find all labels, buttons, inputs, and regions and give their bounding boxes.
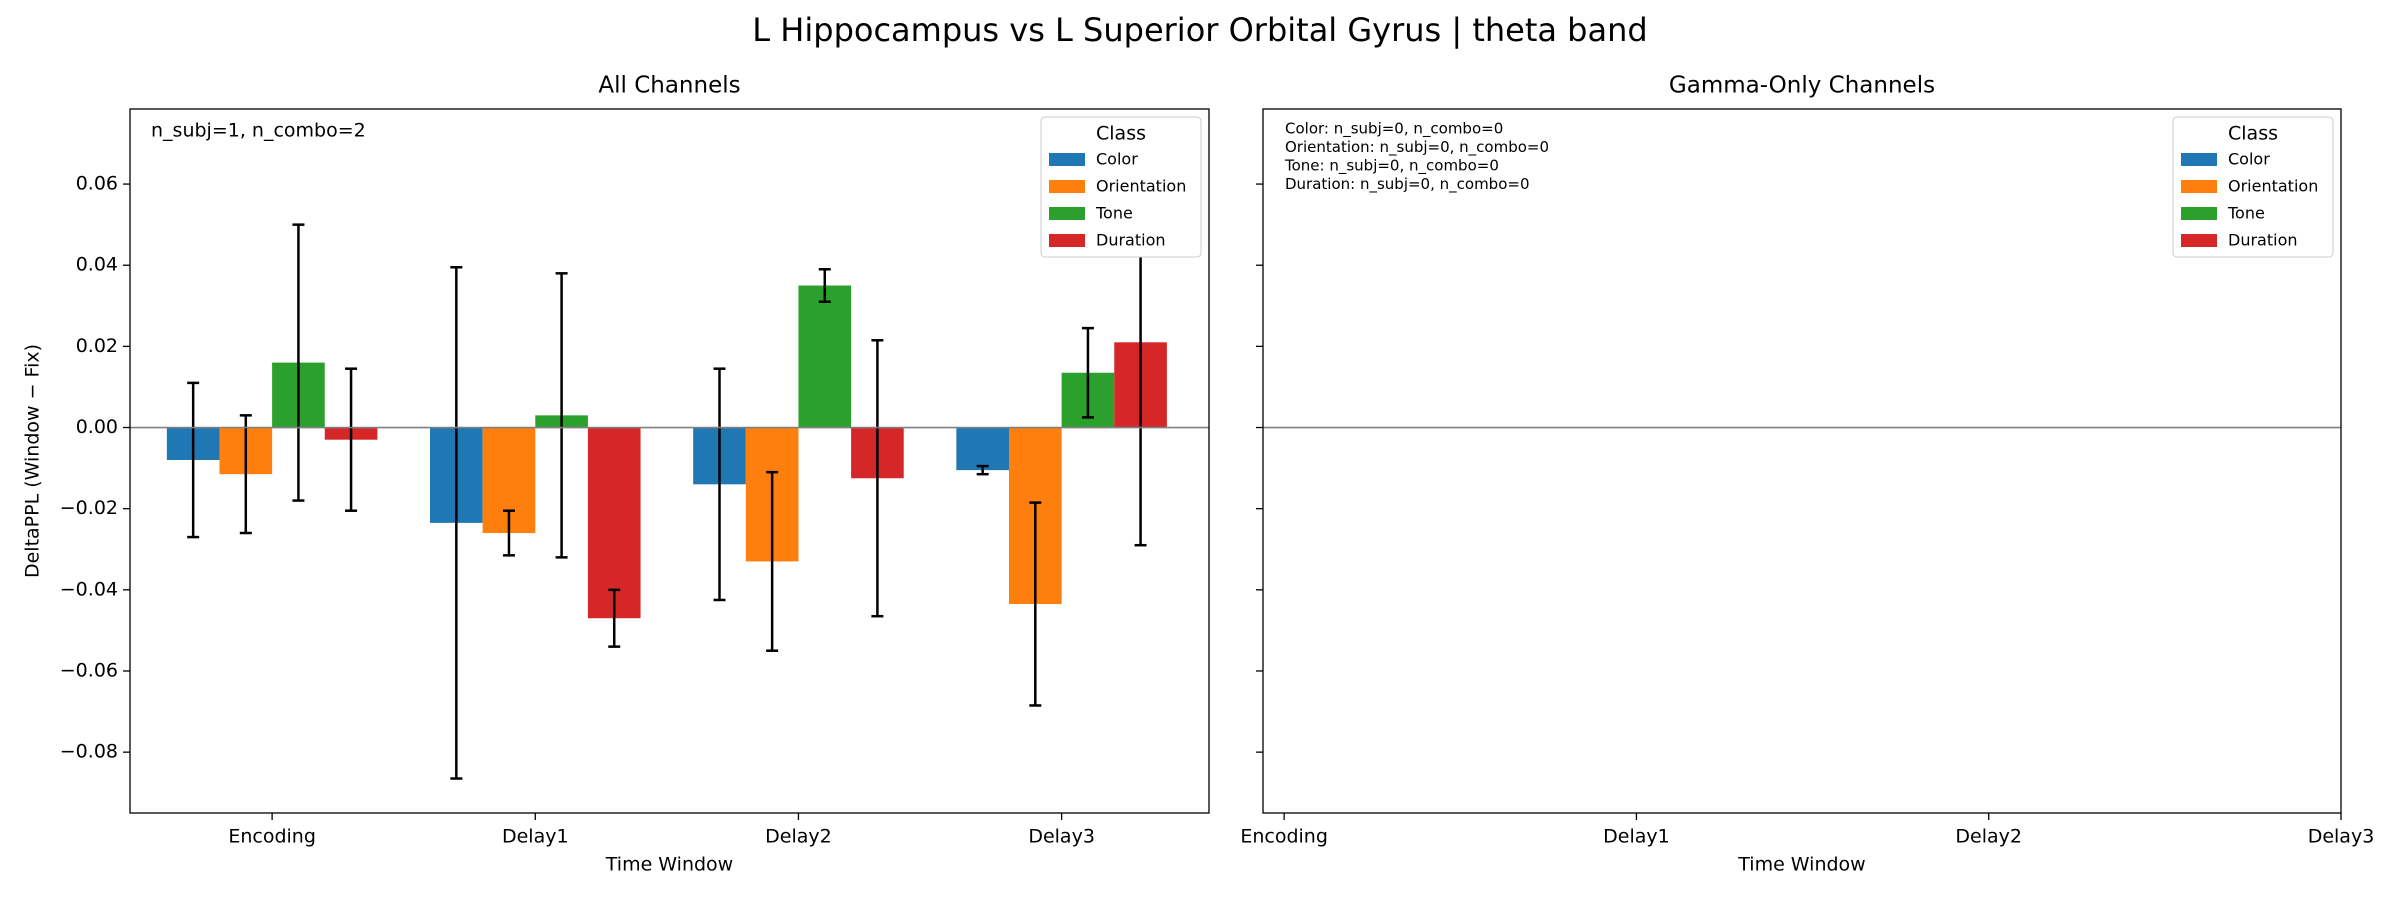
figure-title: L Hippocampus vs L Superior Orbital Gyru…	[752, 11, 1647, 49]
legend-box	[1040, 116, 1202, 258]
legend-label: Tone	[2227, 204, 2265, 223]
y-tick-label: −0.04	[60, 578, 118, 600]
y-tick-label: −0.02	[60, 497, 118, 519]
legend-label: Duration	[2228, 231, 2298, 250]
axes-title: All Channels	[598, 73, 740, 99]
x-tick-label: Encoding	[228, 826, 316, 848]
axes-frame	[129, 108, 1210, 814]
legend-label: Color	[1096, 150, 1138, 169]
x-tick-label: Delay1	[1603, 826, 1670, 848]
x-tick-label: Delay2	[1955, 826, 2022, 848]
legend-label: Color	[2228, 150, 2270, 169]
legend-label: Orientation	[2228, 177, 2318, 196]
legend-swatch	[1049, 180, 1085, 193]
x-axis-label: Time Window	[605, 854, 733, 876]
axes-frame	[1262, 108, 2342, 814]
legend-swatch	[1049, 153, 1085, 166]
x-axis-label: Time Window	[1737, 854, 1865, 876]
y-tick-label: 0.04	[76, 254, 118, 276]
legend-title: Class	[1096, 123, 1146, 145]
y-tick-label: 0.02	[76, 335, 118, 357]
legend-swatch	[2181, 180, 2217, 193]
bar	[798, 285, 852, 428]
legend-title: Class	[2228, 123, 2278, 145]
legend-label: Duration	[1096, 231, 1166, 250]
x-tick-label: Encoding	[1240, 826, 1328, 848]
legend-swatch	[1049, 234, 1085, 247]
y-tick-label: −0.08	[60, 741, 118, 763]
annotation: Orientation: n_subj=0, n_combo=0	[1285, 138, 1549, 157]
x-tick-label: Delay1	[502, 826, 569, 848]
x-tick-label: Delay3	[1028, 826, 1095, 848]
annotation: Tone: n_subj=0, n_combo=0	[1284, 157, 1499, 176]
legend-swatch	[2181, 207, 2217, 220]
legend-swatch	[2181, 153, 2217, 166]
legend-swatch	[1049, 207, 1085, 220]
legend-box	[2172, 116, 2334, 258]
annotation: Duration: n_subj=0, n_combo=0	[1285, 175, 1530, 194]
bar	[587, 427, 641, 619]
axes-title: Gamma-Only Channels	[1669, 73, 1935, 99]
x-tick-label: Delay2	[765, 826, 832, 848]
bar	[956, 427, 1009, 471]
y-tick-label: 0.06	[76, 173, 118, 195]
legend-label: Orientation	[1096, 177, 1186, 196]
legend-swatch	[2181, 234, 2217, 247]
x-tick-label: Delay3	[2308, 826, 2375, 848]
annotation: Color: n_subj=0, n_combo=0	[1285, 120, 1503, 139]
annotation: n_subj=1, n_combo=2	[151, 120, 366, 142]
y-tick-label: −0.06	[60, 659, 118, 681]
y-tick-label: 0.00	[76, 416, 118, 438]
legend-label: Tone	[1095, 204, 1133, 223]
y-axis-label: DeltaPPL (Window − Fix)	[22, 344, 44, 578]
